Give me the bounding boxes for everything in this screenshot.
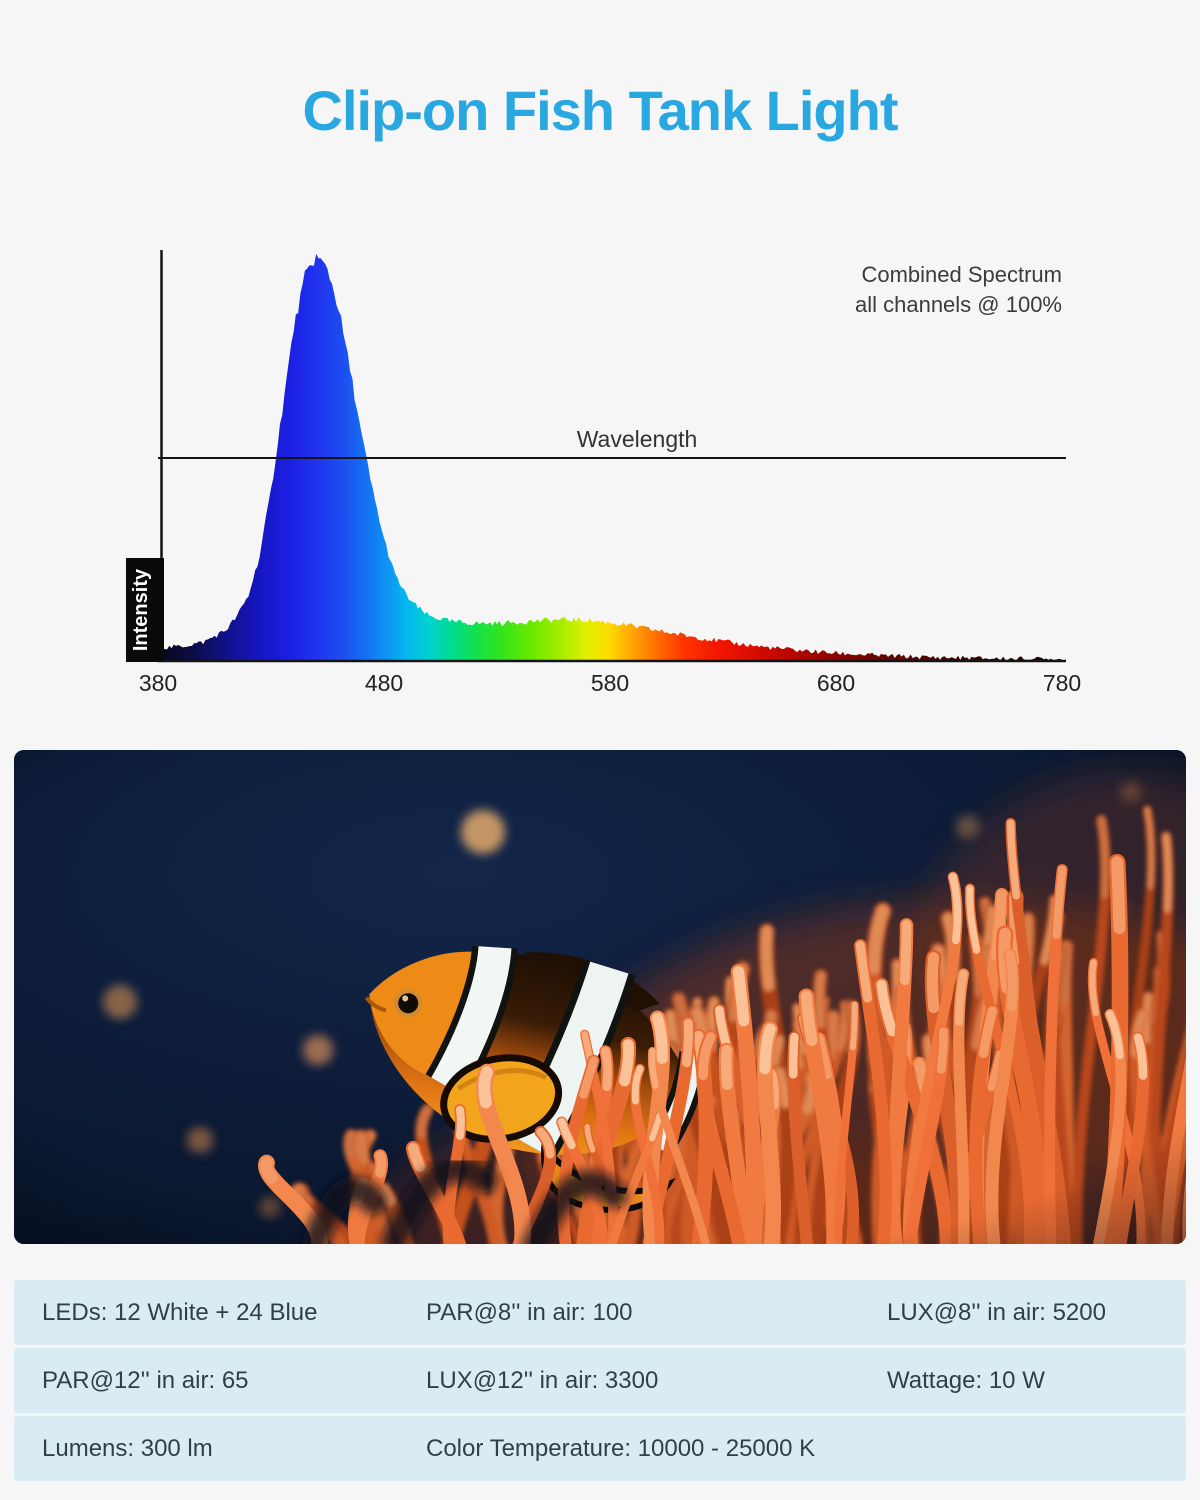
chart-annotation-line2: all channels @ 100% bbox=[855, 292, 1062, 317]
y-axis-label-background bbox=[126, 558, 164, 662]
clownfish-anemone-photo bbox=[14, 750, 1186, 1244]
spec-cell-par12: PAR@12'' in air: 65 bbox=[42, 1366, 249, 1394]
spectrum-chart: Wavelength Combined Spectrum all channel… bbox=[126, 250, 1081, 696]
spec-row: LEDs: 12 White + 24 Blue PAR@8'' in air:… bbox=[14, 1280, 1186, 1345]
spec-cell-lux12: LUX@12'' in air: 3300 bbox=[426, 1366, 659, 1394]
spectrum-area bbox=[158, 253, 1062, 661]
spec-row: Lumens: 300 lm Color Temperature: 10000 … bbox=[14, 1416, 1186, 1481]
vignette bbox=[14, 750, 1186, 1244]
spec-cell-par8: PAR@8'' in air: 100 bbox=[426, 1298, 633, 1326]
spec-cell-lux8: LUX@8'' in air: 5200 bbox=[887, 1298, 1106, 1326]
x-tick-label: 480 bbox=[365, 670, 403, 696]
x-tick-labels: 380 480 580 680 780 bbox=[139, 670, 1081, 696]
y-axis-label: Intensity bbox=[130, 568, 152, 651]
x-tick-label: 580 bbox=[591, 670, 629, 696]
x-axis-label: Wavelength bbox=[577, 426, 698, 452]
spec-row: PAR@12'' in air: 65 LUX@12'' in air: 330… bbox=[14, 1348, 1186, 1413]
spec-cell-leds: LEDs: 12 White + 24 Blue bbox=[42, 1298, 318, 1326]
x-tick-label: 380 bbox=[139, 670, 177, 696]
chart-annotation-line1: Combined Spectrum bbox=[861, 262, 1062, 287]
spec-cell-color-temperature: Color Temperature: 10000 - 25000 K bbox=[426, 1434, 816, 1462]
aquarium-photo bbox=[14, 750, 1186, 1244]
x-tick-label: 780 bbox=[1043, 670, 1081, 696]
page-title: Clip-on Fish Tank Light bbox=[302, 79, 899, 142]
spec-cell-lumens: Lumens: 300 lm bbox=[42, 1434, 213, 1462]
x-tick-label: 680 bbox=[817, 670, 855, 696]
spec-cell-wattage: Wattage: 10 W bbox=[887, 1366, 1045, 1394]
